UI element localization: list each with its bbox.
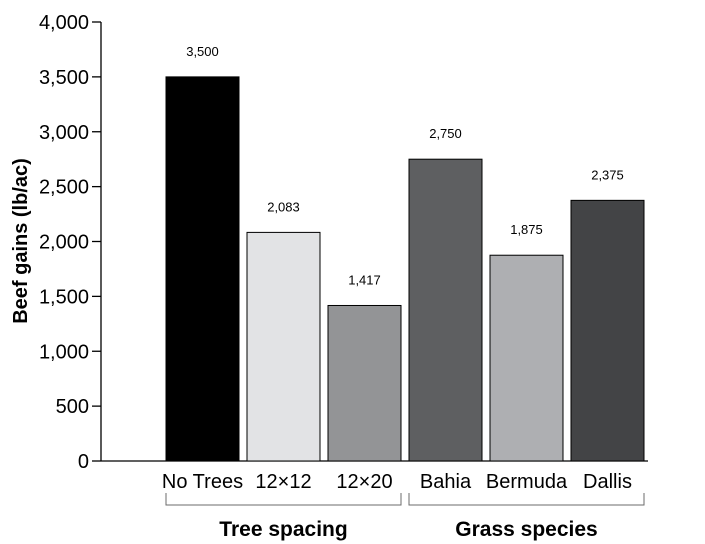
group-brackets: Tree spacing Grass species [165,493,645,541]
bar-value-label: 1,875 [510,222,543,237]
y-tick-label: 2,000 [39,232,89,254]
y-ticks: 0 500 1,000 1,500 2,000 2,500 3,000 3,500 4,000 [39,12,101,473]
group-bracket [408,493,645,506]
y-tick-label: 4,000 [39,12,89,34]
x-tick-label: 12×12 [255,471,311,493]
x-tick-label: 12×20 [336,471,392,493]
bar-bahia [408,158,483,462]
bar-no-trees [165,76,240,462]
y-tick-label: 0 [78,451,89,473]
bar-12-20 [327,304,402,462]
group-label: Grass species [455,518,597,541]
y-tick-label: 3,000 [39,122,89,144]
bar-value-label: 3,500 [186,44,219,59]
y-tick-label: 3,500 [39,67,89,89]
bar-value-label: 2,375 [591,167,624,182]
x-tick-label: No Trees [162,471,243,493]
x-tick-label: Bermuda [486,471,568,493]
bar-12-12 [246,231,321,462]
x-tick-label: Dallis [583,471,632,493]
group-bracket [165,493,402,506]
bar-dallis [570,199,645,462]
x-tick-label: Bahia [420,471,472,493]
y-tick-label: 1,000 [39,341,89,363]
bars [165,76,645,462]
bar-bermuda [489,254,564,462]
group-label: Tree spacing [219,518,347,541]
bar-value-label: 2,750 [429,126,462,141]
bar-value-label: 1,417 [348,272,381,287]
x-tick-labels: No Trees 12×12 12×20 Bahia Bermuda Dallis [162,471,632,493]
bar-value-label: 2,083 [267,199,300,214]
y-axis-label: Beef gains (lb/ac) [10,158,32,324]
value-labels: 3,500 2,083 1,417 2,750 1,875 2,375 [186,44,624,288]
y-tick-label: 1,500 [39,286,89,308]
y-tick-label: 500 [56,396,89,418]
y-tick-label: 2,500 [39,177,89,199]
